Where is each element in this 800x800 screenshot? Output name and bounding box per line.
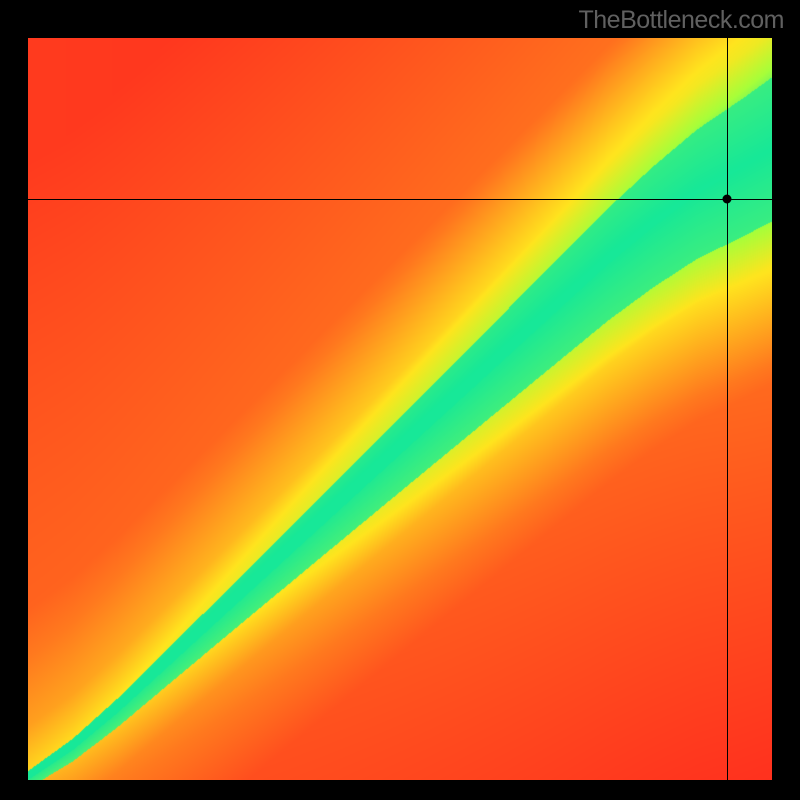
watermark: TheBottleneck.com [579, 6, 785, 35]
heatmap-canvas [28, 38, 772, 780]
heatmap-plot [28, 38, 772, 780]
